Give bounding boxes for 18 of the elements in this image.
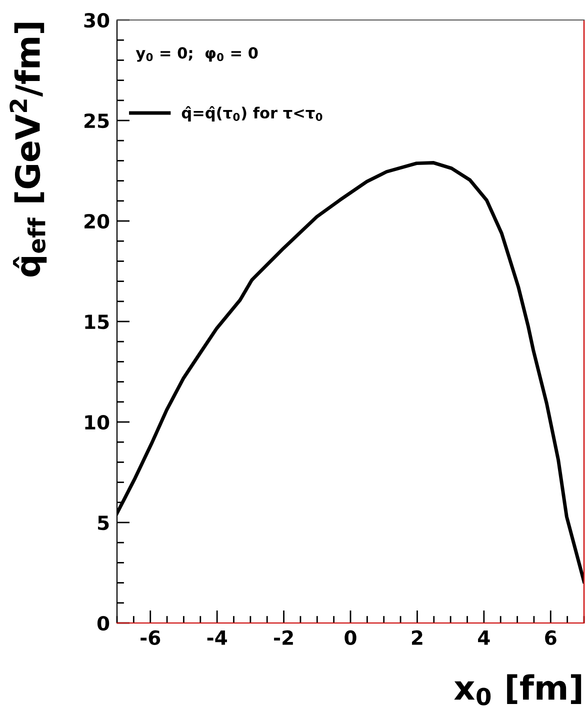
y-tick-label: 30: [84, 12, 110, 28]
y-tick-label: 15: [85, 314, 109, 330]
y-tick-label: 10: [85, 414, 110, 430]
legend-label: q̂=q̂(τ$_{0}$) for τ<τ$_{0}$: [182, 106, 322, 122]
x-axis-title: x$_{0}$ [fm]: [454, 674, 582, 706]
x-tick-label: 6: [545, 630, 556, 645]
x-tick-label: 2: [412, 630, 422, 645]
x-tick-label: 4: [478, 630, 490, 645]
x-tick-label: -4: [207, 630, 227, 645]
annotation: y$_{0}$ = 0; φ$_{0}$ = 0: [136, 47, 258, 62]
y-tick-label: 25: [84, 113, 109, 128]
y-axis-title: q̂$_{eff}$ [GeV$^{2}$/fm]: [10, 22, 47, 276]
y-tick-label: 5: [98, 516, 109, 530]
y-tick-label: 0: [97, 616, 110, 631]
x-tick-label: -2: [274, 630, 293, 645]
y-tick-label: 20: [84, 214, 110, 229]
x-tick-label: -6: [140, 630, 160, 645]
x-tick-label: 0: [344, 630, 356, 645]
